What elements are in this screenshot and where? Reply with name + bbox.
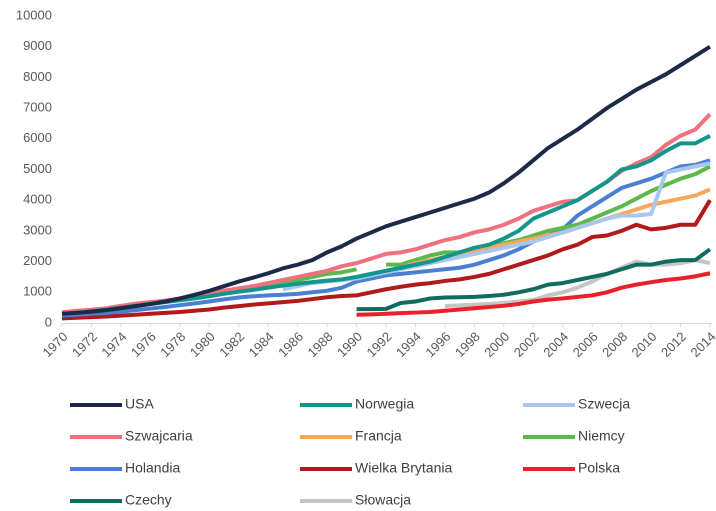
x-tick-label: 1982	[216, 329, 247, 360]
x-tick-label: 1976	[128, 329, 159, 360]
series-line	[61, 158, 711, 318]
y-tick-label: 7000	[23, 100, 52, 115]
y-tick-label: 4000	[23, 192, 52, 207]
x-tick-label: 2008	[599, 329, 630, 360]
series-line	[356, 247, 712, 312]
series-line	[61, 45, 712, 316]
x-tick-label: 1984	[246, 329, 277, 360]
legend-label: USA	[125, 396, 154, 412]
y-tick-label: 9000	[23, 38, 52, 53]
x-tick-label: 1988	[305, 329, 336, 360]
legend-label: Niemcy	[578, 428, 625, 444]
y-tick-label: 6000	[23, 130, 52, 145]
x-tick-label: 1972	[69, 329, 100, 360]
legend-label: Holandia	[125, 460, 180, 476]
legend-label: Polska	[578, 460, 620, 476]
x-tick-label: 2004	[540, 329, 571, 360]
series-line	[61, 112, 712, 315]
legend-label: Szwecja	[578, 396, 630, 412]
series-line	[61, 199, 712, 321]
x-tick-label: 2014	[687, 329, 716, 360]
x-tick-label: 2006	[570, 329, 601, 360]
x-tick-label: 2010	[629, 329, 660, 360]
series-line	[444, 258, 711, 309]
x-tick-label: 1978	[157, 329, 188, 360]
y-tick-label: 3000	[23, 222, 52, 237]
y-tick-label: 5000	[23, 161, 52, 176]
x-tick-label: 1986	[275, 329, 306, 360]
x-tick-label: 1998	[452, 329, 483, 360]
x-tick-label: 1992	[363, 329, 394, 360]
x-tick-label: 2000	[481, 329, 512, 360]
x-tick-label: 1970	[39, 329, 70, 360]
legend-label: Czechy	[125, 492, 172, 508]
y-tick-label: 1000	[23, 284, 52, 299]
x-tick-label: 1974	[98, 329, 129, 360]
legend-label: Francja	[355, 428, 402, 444]
x-tick-label: 1980	[187, 329, 218, 360]
y-tick-label: 10000	[16, 7, 52, 22]
legend-label: Słowacja	[355, 492, 411, 508]
legend-label: Norwegia	[355, 396, 414, 412]
y-tick-label: 0	[45, 314, 52, 329]
legend-label: Wielka Brytania	[355, 460, 452, 476]
y-tick-label: 2000	[23, 253, 52, 268]
x-tick-label: 1996	[422, 329, 453, 360]
x-tick-label: 2002	[511, 329, 542, 360]
series-line	[356, 271, 711, 317]
legend-label: Szwajcaria	[125, 428, 193, 444]
x-tick-label: 1994	[393, 329, 424, 360]
x-tick-label: 2012	[658, 329, 689, 360]
x-tick-label: 1990	[334, 329, 365, 360]
y-tick-label: 8000	[23, 69, 52, 84]
